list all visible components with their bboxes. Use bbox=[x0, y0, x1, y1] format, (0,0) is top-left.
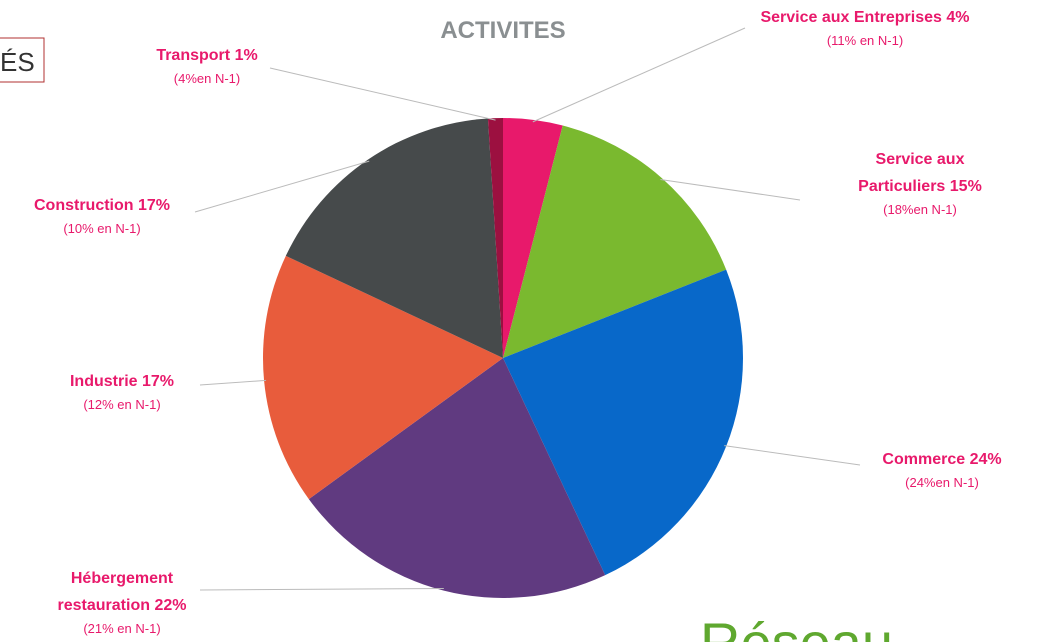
category-name: Construction bbox=[33, 197, 134, 214]
leader-line bbox=[199, 588, 444, 591]
value-label: 17% bbox=[137, 197, 171, 214]
data-label: Commerce 24% (24%en N-1) bbox=[842, 446, 1038, 493]
value-label: 24% bbox=[969, 451, 1002, 468]
leader-line bbox=[199, 379, 267, 386]
data-label: Service aux Particuliers 15% (18%en N-1) bbox=[845, 146, 995, 220]
title-box bbox=[0, 37, 45, 83]
value-label: 17% bbox=[141, 373, 175, 390]
pie-slice bbox=[503, 269, 744, 576]
pie-slice bbox=[285, 118, 503, 358]
category-name: Service aux Entreprises bbox=[760, 9, 942, 26]
category-name: Commerce bbox=[882, 451, 966, 468]
pie-slice bbox=[487, 118, 503, 358]
leader-line bbox=[660, 178, 801, 201]
value-label: 4% bbox=[946, 9, 970, 26]
label-note: (11% en N-1) bbox=[826, 33, 904, 48]
leader-line bbox=[269, 67, 496, 121]
label-note: (18%en N-1) bbox=[883, 202, 957, 217]
data-label: Construction 17% (10% en N-1) bbox=[2, 192, 202, 239]
logo: Réseau bbox=[700, 611, 893, 642]
leader-line bbox=[532, 27, 746, 123]
category-name: Industrie bbox=[69, 373, 142, 390]
pie-slice bbox=[503, 118, 563, 358]
leader-line bbox=[724, 445, 861, 466]
category-name: Hébergement restauration bbox=[57, 570, 174, 614]
category-name: Transport bbox=[156, 47, 231, 64]
label-main: Construction 17% bbox=[2, 192, 202, 219]
label-note: (24%en N-1) bbox=[905, 475, 979, 490]
value-label: 15% bbox=[949, 178, 982, 195]
label-note: (10% en N-1) bbox=[63, 221, 141, 236]
data-label: Industrie 17% (12% en N-1) bbox=[22, 368, 222, 415]
label-main: Commerce 24% bbox=[842, 446, 1038, 473]
leader-line bbox=[194, 160, 370, 213]
data-label: Hébergement restauration 22% (21% en N-1) bbox=[37, 565, 207, 639]
label-note: (4%en N-1) bbox=[173, 71, 241, 86]
label-main: Transport 1% bbox=[107, 42, 307, 69]
box-text: ÉS bbox=[0, 47, 35, 77]
pie-slice bbox=[263, 255, 503, 500]
pie-slice bbox=[308, 358, 606, 599]
data-label: Transport 1% (4%en N-1) bbox=[107, 42, 307, 89]
data-label: Service aux Entreprises 4% (11% en N-1) bbox=[758, 4, 973, 51]
label-main: Service aux Entreprises 4% bbox=[758, 4, 973, 31]
value-label: 1% bbox=[234, 47, 258, 64]
label-note: (21% en N-1) bbox=[83, 621, 161, 636]
value-label: 22% bbox=[154, 597, 187, 614]
chart-title: ACTIVITES bbox=[440, 17, 565, 44]
label-main: Industrie 17% bbox=[22, 368, 222, 395]
category-name: Service aux Particuliers bbox=[858, 151, 965, 195]
label-main: Hébergement restauration 22% bbox=[37, 565, 207, 619]
label-note: (12% en N-1) bbox=[83, 397, 161, 412]
label-main: Service aux Particuliers 15% bbox=[845, 146, 995, 200]
pie-slice bbox=[503, 125, 727, 358]
